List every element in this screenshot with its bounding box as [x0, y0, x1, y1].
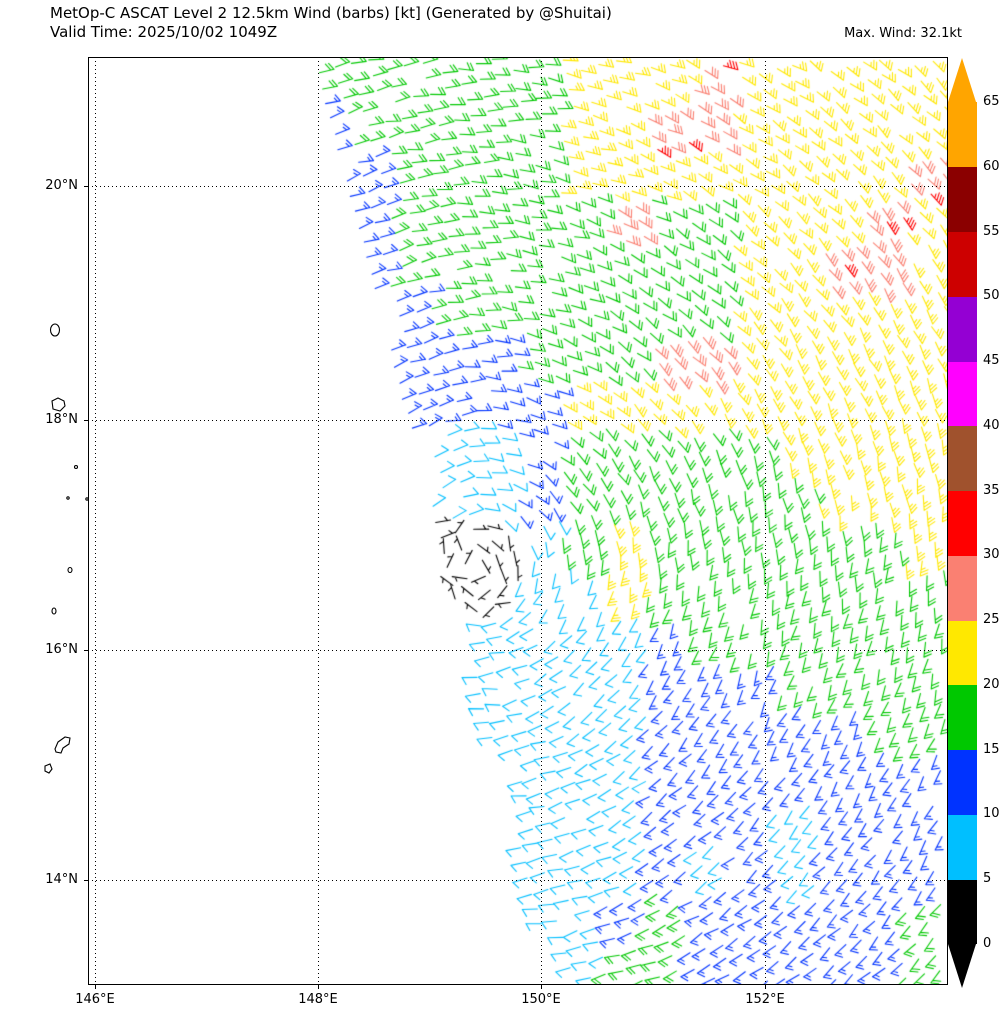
island-coastline	[73, 464, 79, 470]
colorbar-segment	[948, 814, 977, 880]
x-tick-mark	[318, 985, 319, 989]
colorbar-label: 35	[983, 482, 1000, 498]
colorbar-label: 40	[983, 417, 1000, 433]
x-tick-mark	[541, 985, 542, 989]
colorbar-segment	[948, 166, 977, 233]
colorbar-segment	[948, 425, 977, 492]
colorbar-segment	[948, 102, 977, 168]
x-tick-label: 146°E	[75, 992, 115, 1007]
colorbar-label: 45	[983, 353, 1000, 369]
colorbar-segment	[948, 620, 977, 686]
colorbar-segment	[948, 879, 977, 945]
colorbar-arrow-up	[948, 58, 976, 102]
gridline-latitude	[88, 186, 948, 187]
colorbar-label: 65	[983, 94, 1000, 109]
colorbar-segment	[948, 361, 977, 427]
island-coastline	[54, 736, 71, 754]
island-coastline	[67, 566, 73, 574]
max-wind-label: Max. Wind: 32.1kt	[844, 26, 962, 41]
page-title: MetOp-C ASCAT Level 2 12.5km Wind (barbs…	[50, 4, 612, 22]
colorbar-segment	[948, 296, 977, 362]
wind-barb-field	[88, 57, 948, 985]
island-coastline	[49, 323, 61, 337]
colorbar-label: 55	[983, 223, 1000, 239]
island-coastline	[51, 607, 57, 615]
gridline-latitude	[88, 650, 948, 651]
colorbar-label: 60	[983, 158, 1000, 174]
gridline-latitude	[88, 420, 948, 421]
colorbar-segment	[948, 749, 977, 815]
x-tick-mark	[765, 985, 766, 989]
colorbar-label: 20	[983, 676, 1000, 692]
y-tick-label: 18°N	[45, 412, 78, 427]
y-tick-label: 14°N	[45, 872, 78, 887]
gridline-latitude	[88, 880, 948, 881]
x-tick-label: 152°E	[745, 992, 785, 1007]
x-tick-label: 148°E	[298, 992, 338, 1007]
colorbar-label: 5	[983, 871, 992, 887]
gridline-longitude	[541, 57, 542, 985]
y-tick-mark	[84, 420, 88, 421]
colorbar-label: 25	[983, 612, 1000, 628]
colorbar-segment	[948, 684, 977, 751]
colorbar-segment	[948, 490, 977, 556]
island-coastline	[66, 496, 70, 500]
y-tick-mark	[84, 650, 88, 651]
colorbar-segment	[948, 231, 977, 297]
colorbar-label: 10	[983, 806, 1000, 822]
island-coastline	[51, 397, 66, 412]
x-tick-mark	[95, 985, 96, 989]
y-tick-label: 20°N	[45, 178, 78, 193]
gridline-longitude	[765, 57, 766, 985]
gridline-longitude	[95, 57, 96, 985]
colorbar-segment	[948, 555, 977, 621]
y-tick-label: 16°N	[45, 642, 78, 657]
colorbar-label: 50	[983, 288, 1000, 304]
island-coastline	[85, 497, 89, 501]
colorbar-arrow-down	[948, 944, 976, 988]
island-coastline	[44, 763, 53, 774]
y-tick-mark	[84, 186, 88, 187]
y-tick-mark	[84, 880, 88, 881]
colorbar-label: 15	[983, 741, 1000, 757]
colorbar-label: 0	[983, 936, 992, 951]
colorbar-label: 30	[983, 547, 1000, 563]
x-tick-label: 150°E	[521, 992, 561, 1007]
valid-time-label: Valid Time: 2025/10/02 1049Z	[50, 23, 278, 41]
gridline-longitude	[318, 57, 319, 985]
